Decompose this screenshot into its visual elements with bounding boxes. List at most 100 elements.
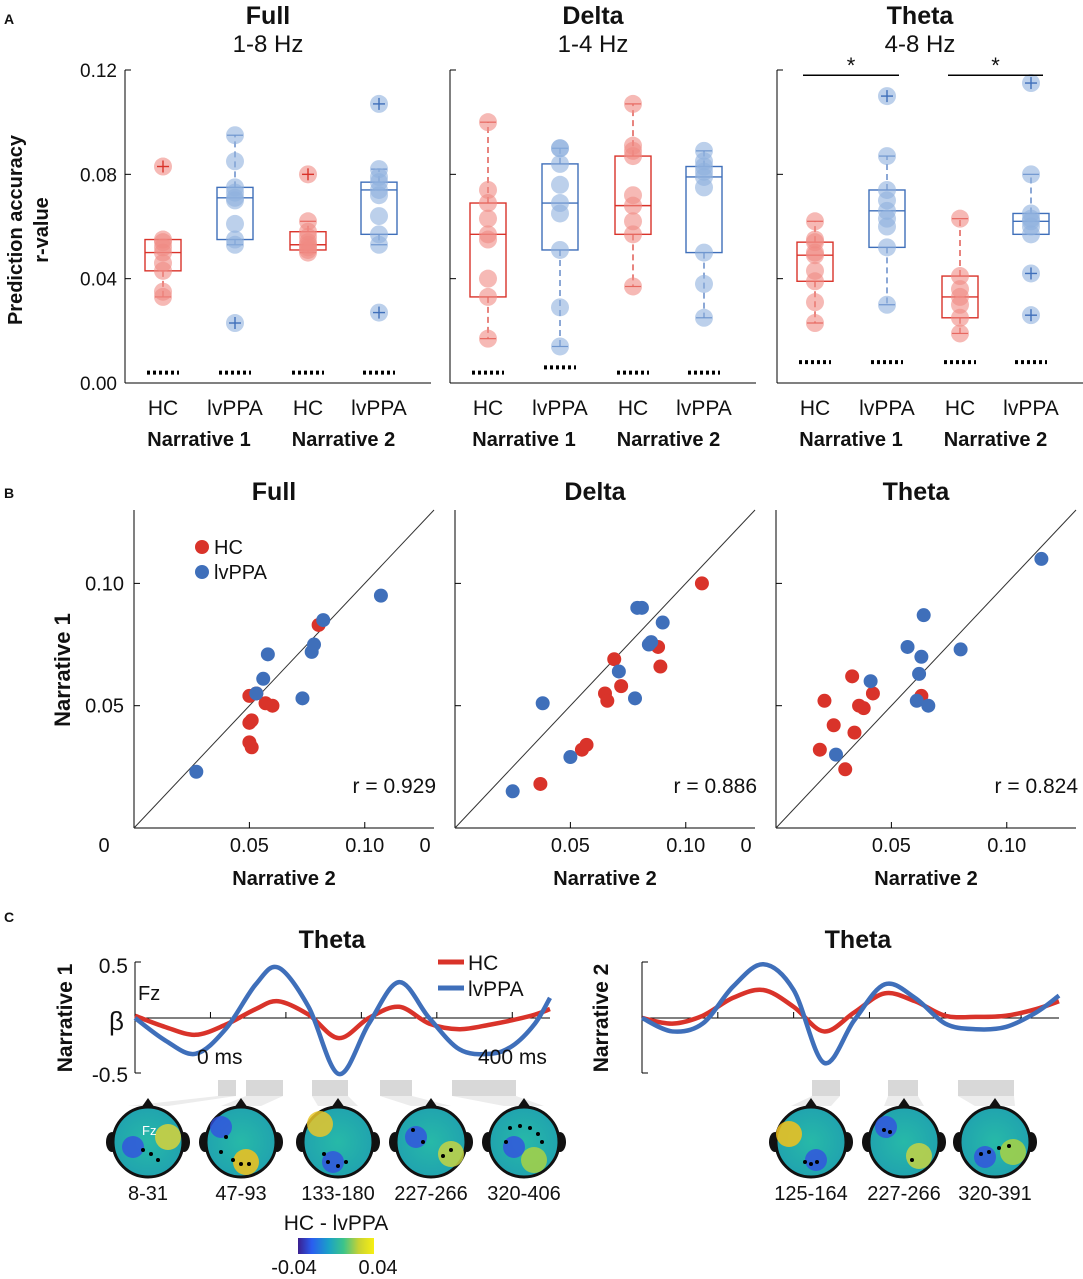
hc-trf-line: [134, 998, 551, 1041]
electrode-label: Fz: [138, 983, 160, 1005]
panel-c-right: Theta Narrative 2: [590, 926, 1061, 1074]
origin-label: 0: [740, 835, 751, 857]
hc-point: [845, 669, 860, 684]
data-point: [551, 139, 569, 158]
legend-lvppa-label: lvPPA: [214, 562, 268, 584]
topomap-coldspot: [805, 1149, 827, 1171]
lvppa-point: [316, 613, 331, 628]
x-axis-label: Narrative 2: [874, 868, 977, 890]
group-label: HC: [473, 397, 503, 420]
data-point: [551, 337, 569, 356]
hc-point: [865, 686, 880, 701]
window-label: 125-164: [774, 1183, 847, 1205]
data-point: [878, 295, 896, 314]
data-point: [951, 267, 969, 286]
lvppa-point: [829, 747, 843, 762]
panel-b-ylabel: Narrative 1: [50, 613, 75, 727]
origin-label: 0: [98, 835, 109, 857]
colorbar: [298, 1238, 374, 1254]
data-point: [624, 136, 642, 155]
narrative-label: Narrative 1: [472, 429, 575, 451]
sig-window: [218, 1080, 236, 1096]
lvppa-point: [295, 691, 310, 706]
subplot-title: Full: [252, 478, 296, 506]
correlation-text: r = 0.886: [674, 775, 757, 798]
topomap: [482, 1098, 566, 1179]
hc-point: [856, 701, 871, 716]
legend-hc-label: HC: [214, 537, 243, 559]
hc-point: [579, 737, 594, 752]
electrode-dot: [518, 1124, 522, 1128]
topomap-hotspot: [906, 1143, 932, 1169]
lvppa-point: [900, 639, 915, 654]
panel-b-scatter: Narrative 1 0.05 0.05 0.10 0.10 0 Full Narrativ…: [50, 478, 1078, 890]
lvppa-point: [563, 750, 578, 765]
correlation-text: r = 0.929: [353, 775, 436, 798]
lvppa-point: [655, 615, 670, 630]
topomap-nose: [804, 1098, 818, 1108]
electrode-dot: [1007, 1144, 1011, 1148]
identity-line: [775, 509, 1077, 829]
data-point: [370, 207, 388, 226]
electrode-dot: [540, 1140, 544, 1144]
y-tick-label: 0.04: [80, 270, 117, 291]
data-point: [624, 94, 642, 113]
topomap-nose: [897, 1098, 911, 1108]
lvppa-point: [863, 674, 878, 689]
group-label: lvPPA: [532, 397, 588, 420]
topomap: [389, 1098, 473, 1179]
panel-a-boxplots: Prediction accuracy r-value0.000.040.080.…: [5, 2, 1083, 451]
row-label: Narrative 2: [590, 964, 613, 1073]
electrode-dot: [815, 1160, 819, 1164]
x-axis-label: Narrative 2: [232, 868, 335, 890]
sig-window: [958, 1080, 1014, 1096]
x-tick-label: 0.05: [551, 835, 590, 857]
data-point: [951, 324, 969, 343]
electrode-dot: [219, 1150, 223, 1154]
narrative-label: Narrative 2: [617, 429, 720, 451]
electrode-dot: [449, 1148, 453, 1152]
hc-point: [838, 762, 853, 777]
hc-point: [694, 576, 709, 591]
panel-b-subplot-delta: 0.05 0.10 0 Delta Narrative 2 r = 0.886: [419, 478, 757, 890]
lvppa-point: [628, 691, 642, 706]
lvppa-point: [189, 764, 204, 779]
electrode-dot: [441, 1154, 445, 1158]
lvppa-point: [256, 671, 271, 686]
panel-label-a: A: [4, 11, 14, 27]
identity-line: [454, 509, 756, 829]
identity-line: [133, 509, 435, 829]
colorbar-min: -0.04: [271, 1257, 317, 1279]
data-point: [806, 261, 824, 280]
data-point: [878, 238, 896, 257]
topomap-electrode-label: Fz: [142, 1123, 156, 1138]
data-point: [551, 175, 569, 194]
hc-point: [826, 718, 841, 733]
sig-window: [312, 1080, 348, 1096]
x-tick-label: 0.10: [666, 835, 705, 857]
lvppa-point: [260, 647, 275, 662]
lvppa-point: [307, 637, 321, 652]
lvppa-point: [921, 698, 936, 713]
data-point: [624, 277, 642, 296]
sig-window: [452, 1080, 516, 1096]
lvppa-point: [909, 693, 924, 708]
data-point: [370, 160, 388, 179]
data-point: [695, 274, 713, 293]
electrode-dot: [888, 1130, 892, 1134]
hc-point: [600, 693, 615, 708]
sig-window-fan: [312, 1096, 358, 1106]
topomap-hotspot: [155, 1124, 181, 1150]
beta-label: β: [109, 1006, 124, 1036]
topomap: [862, 1098, 946, 1179]
data-point: [370, 225, 388, 244]
group-label: HC: [618, 397, 648, 420]
topomap: [106, 1098, 190, 1179]
group-label: lvPPA: [676, 397, 732, 420]
sig-window: [246, 1080, 283, 1096]
data-point: [695, 243, 713, 262]
sig-window-fan: [221, 1096, 283, 1106]
lvppa-trf-line: [640, 961, 1061, 1066]
y-tick-label: 0.08: [80, 165, 117, 186]
lvppa-point: [373, 588, 388, 603]
